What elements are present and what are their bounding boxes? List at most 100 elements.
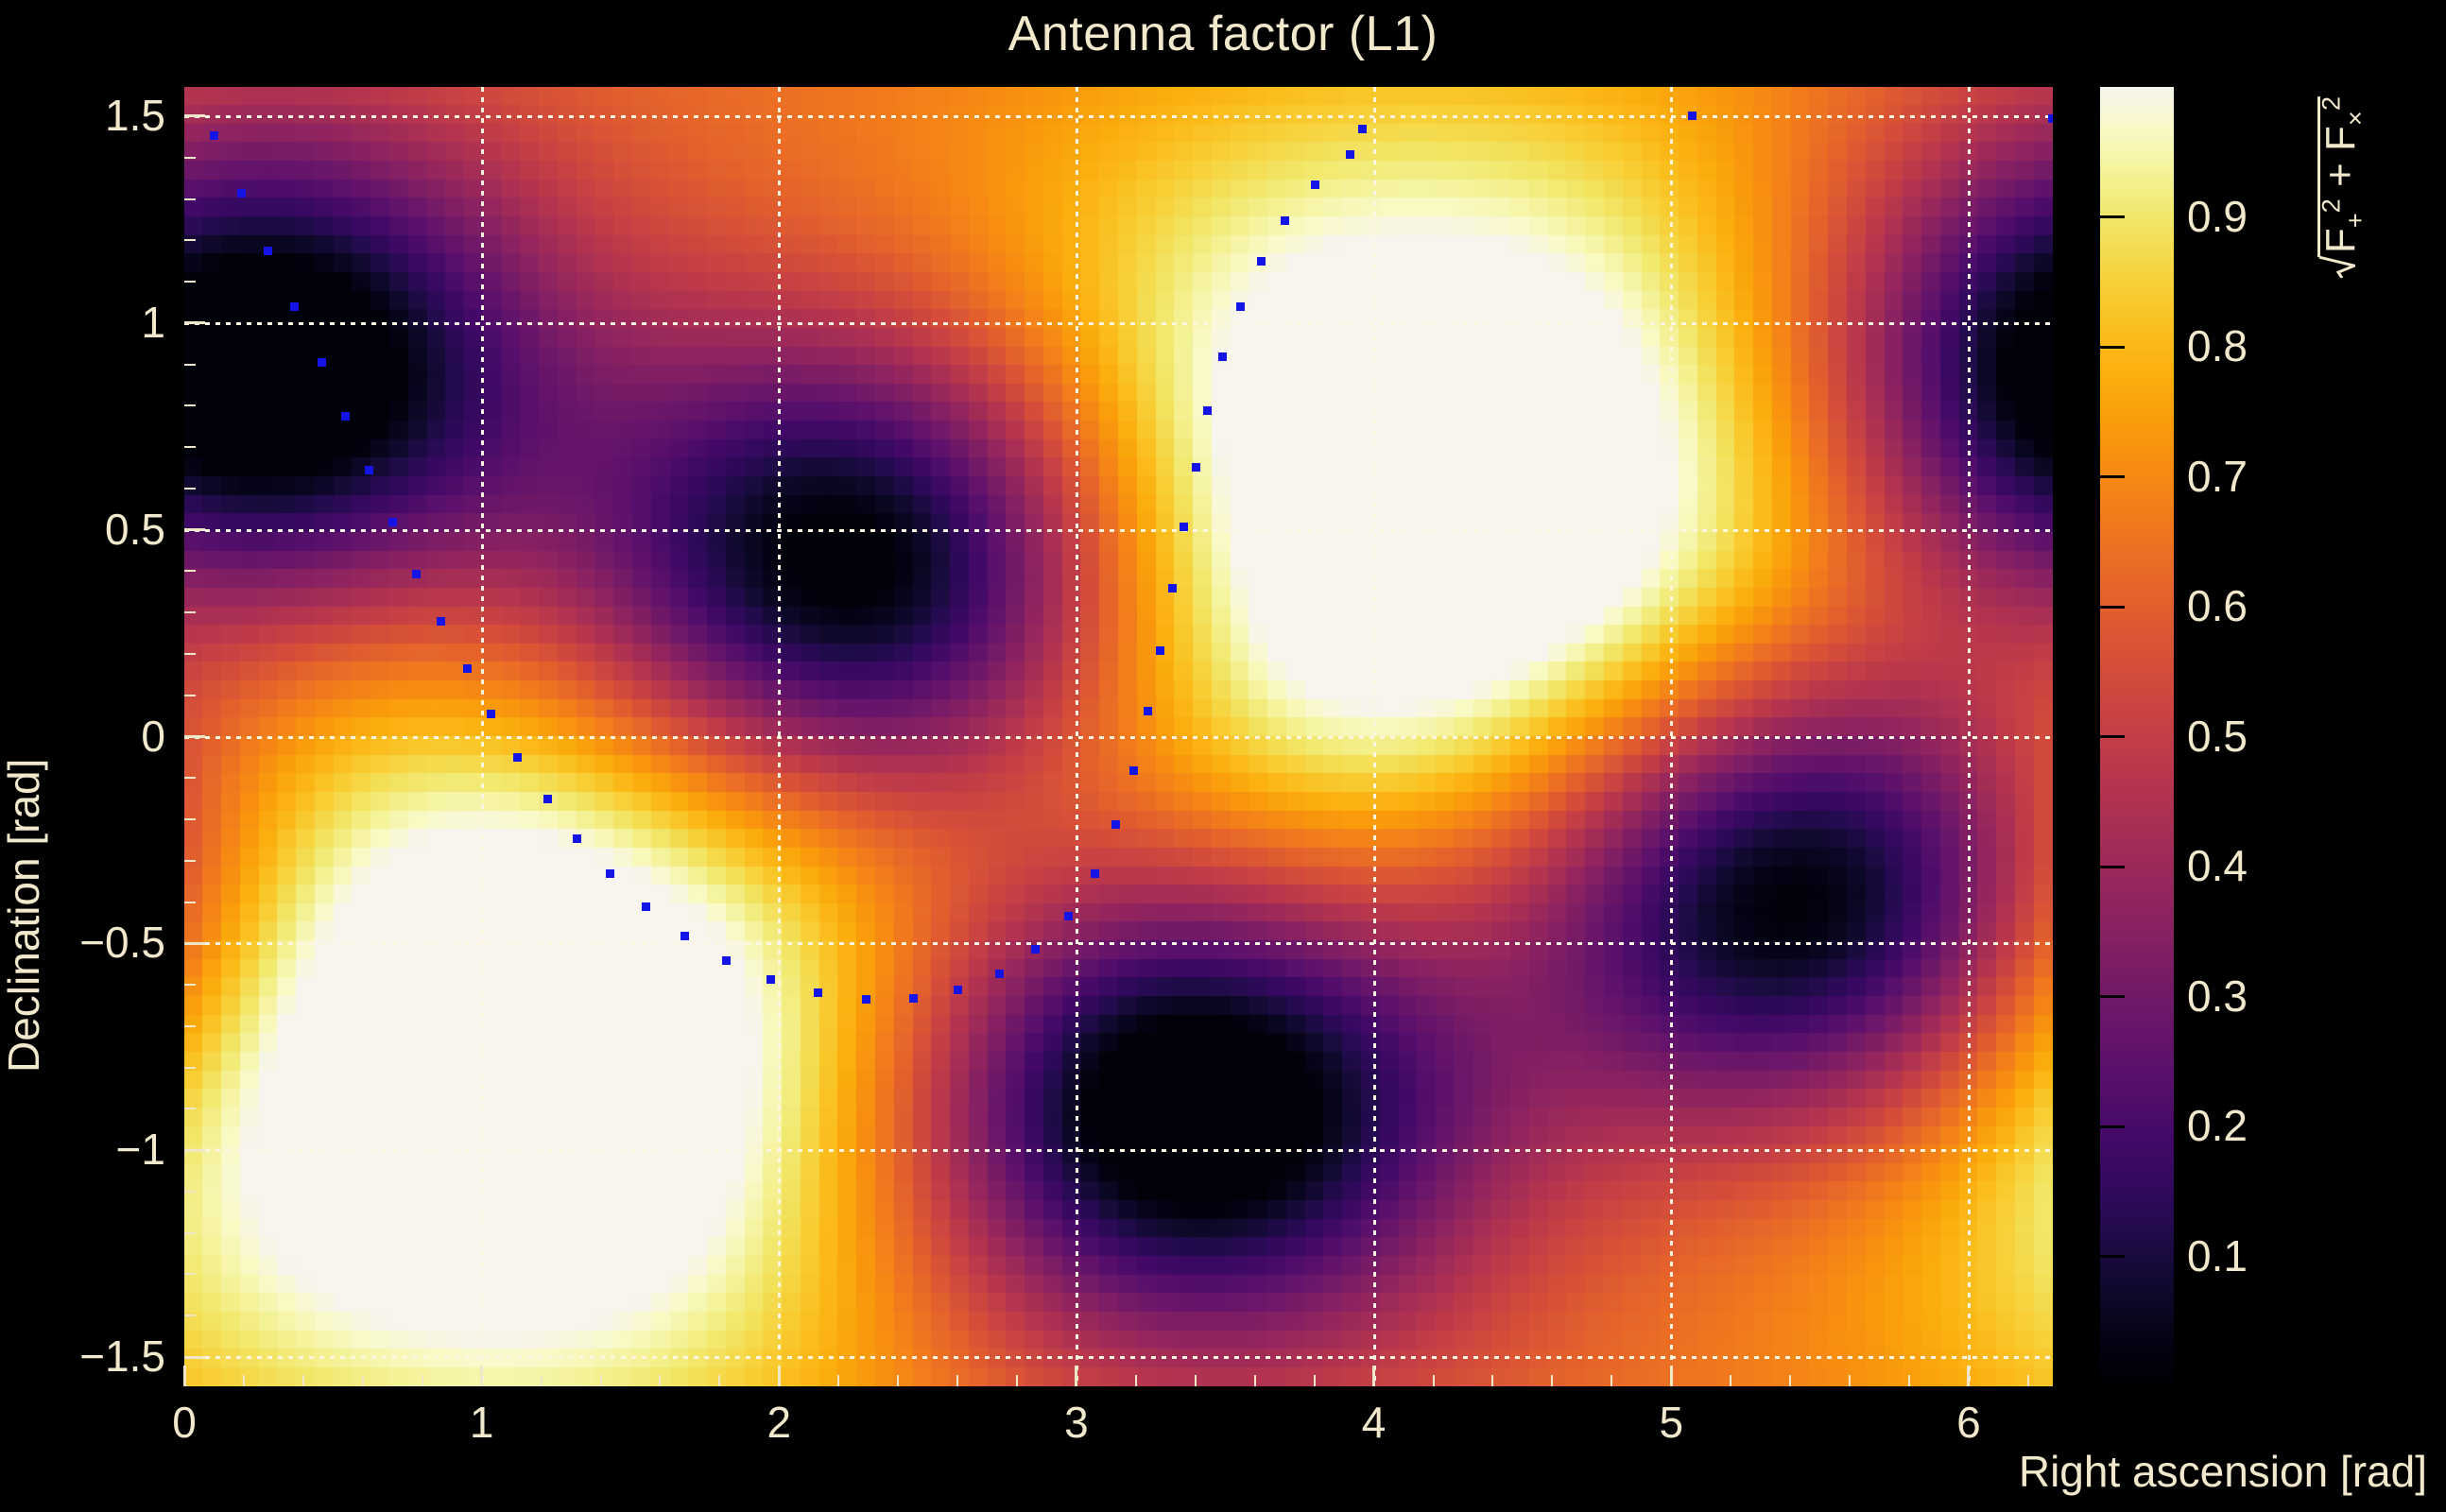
colorbar-tick-6 xyxy=(2100,995,2125,998)
curve-marker xyxy=(1180,523,1189,532)
x-tick-label-3: 3 xyxy=(1064,1398,1089,1447)
radical-sign-icon xyxy=(2318,255,2355,279)
y-tick-minor xyxy=(184,446,196,449)
curve-marker xyxy=(766,974,775,984)
x-axis-title: Right ascension [rad] xyxy=(2018,1447,2427,1496)
y-tick-major-0 xyxy=(184,114,205,118)
curve-marker xyxy=(1346,150,1355,160)
curve-marker xyxy=(1310,180,1319,190)
x-tick-label-4: 4 xyxy=(1361,1398,1387,1447)
curve-marker xyxy=(1030,944,1040,954)
curve-marker xyxy=(264,247,273,256)
curve-marker xyxy=(462,664,472,674)
page-title: Antenna factor (L1) xyxy=(1008,7,1438,61)
y-tick-label-1: 1 xyxy=(141,297,165,347)
term-f-plus: F+2 xyxy=(2316,198,2369,254)
heatmap-image xyxy=(184,87,2053,1386)
y-tick-minor xyxy=(184,281,196,284)
plus-operator: + xyxy=(2317,151,2364,187)
radical-expression: F+2 + F×2 xyxy=(2316,96,2369,279)
curve-marker xyxy=(1128,765,1138,775)
curve-marker xyxy=(340,412,350,421)
vinculum xyxy=(2317,96,2320,258)
x-tick-label-2: 2 xyxy=(767,1398,792,1447)
curve-marker xyxy=(543,795,552,804)
y-tick-minor xyxy=(184,984,196,987)
y-tick-minor xyxy=(184,239,196,242)
y-tick-label-5: −1 xyxy=(115,1125,165,1175)
curve-marker xyxy=(641,902,650,911)
colorbar-tick-8 xyxy=(2100,1255,2125,1258)
curve-marker xyxy=(1203,405,1213,415)
x-tick-minor xyxy=(1253,1375,1256,1386)
y-tick-major-3 xyxy=(184,735,205,738)
curve-marker xyxy=(605,868,614,878)
curve-marker xyxy=(317,358,326,368)
x-tick-minor xyxy=(1730,1375,1732,1386)
curve-marker xyxy=(573,833,582,843)
curve-marker xyxy=(1063,911,1073,920)
x-tick-minor xyxy=(1551,1375,1554,1386)
curve-marker xyxy=(210,130,219,140)
colorbar-tick-label-1: 0.8 xyxy=(2187,321,2248,370)
colorbar-tick-label-7: 0.2 xyxy=(2187,1101,2248,1150)
y-tick-major-2 xyxy=(184,528,205,532)
x-tick-minor xyxy=(2026,1375,2029,1386)
x-tick-label-5: 5 xyxy=(1659,1398,1684,1447)
y-tick-minor xyxy=(184,1190,196,1193)
y-tick-label-2: 0.5 xyxy=(105,504,165,554)
x-tick-minor xyxy=(659,1375,662,1386)
x-tick-major-6 xyxy=(1967,1366,1971,1386)
y-tick-minor xyxy=(184,777,196,780)
x-tick-major-4 xyxy=(1372,1366,1376,1386)
curve-marker xyxy=(1167,583,1177,593)
colorbar-tick-3 xyxy=(2100,605,2125,609)
x-tick-minor xyxy=(1849,1375,1852,1386)
curve-marker xyxy=(908,994,918,1004)
curve-marker xyxy=(1144,707,1153,716)
y-tick-minor xyxy=(184,901,196,903)
x-tick-minor xyxy=(301,1375,304,1386)
curve-marker xyxy=(1111,820,1120,830)
curve-marker xyxy=(1281,216,1290,226)
x-tick-minor xyxy=(837,1375,840,1386)
curve-marker xyxy=(236,188,246,198)
colorbar-tick-label-2: 0.7 xyxy=(2187,451,2248,501)
x-tick-major-0 xyxy=(182,1366,186,1386)
colorbar-title-wrap: F+2 + F×2 xyxy=(2306,87,2420,1386)
curve-marker xyxy=(1358,125,1367,134)
y-tick-label-4: −0.5 xyxy=(79,918,165,968)
y-tick-minor xyxy=(184,1108,196,1110)
curve-marker xyxy=(1236,302,1245,312)
x-tick-label-0: 0 xyxy=(172,1398,197,1447)
y-tick-minor xyxy=(184,859,196,862)
curve-marker xyxy=(861,995,870,1005)
x-tick-minor xyxy=(1789,1375,1792,1386)
plot-area xyxy=(184,87,2053,1386)
y-axis-title: Declination [rad] xyxy=(0,758,48,1073)
curve-marker xyxy=(814,988,823,997)
y-tick-minor xyxy=(184,363,196,366)
y-tick-major-5 xyxy=(184,1148,205,1152)
x-tick-minor xyxy=(1134,1375,1137,1386)
x-tick-minor xyxy=(1611,1375,1613,1386)
x-tick-major-3 xyxy=(1075,1366,1078,1386)
x-tick-minor xyxy=(1491,1375,1494,1386)
curve-marker xyxy=(1218,352,1228,361)
colorbar-tick-1 xyxy=(2100,345,2125,349)
y-tick-major-6 xyxy=(184,1355,205,1359)
x-tick-major-5 xyxy=(1669,1366,1673,1386)
y-tick-minor xyxy=(184,694,196,696)
x-tick-minor xyxy=(361,1375,364,1386)
curve-marker xyxy=(1257,257,1266,266)
y-tick-minor xyxy=(184,611,196,614)
curve-marker xyxy=(412,569,422,578)
colorbar-tick-label-8: 0.1 xyxy=(2187,1230,2248,1280)
y-tick-minor xyxy=(184,1273,196,1276)
curve-marker xyxy=(1191,463,1200,472)
curve-marker xyxy=(513,753,523,763)
colorbar-tick-5 xyxy=(2100,865,2125,868)
colorbar-tick-2 xyxy=(2100,475,2125,478)
curve-marker xyxy=(680,931,689,940)
